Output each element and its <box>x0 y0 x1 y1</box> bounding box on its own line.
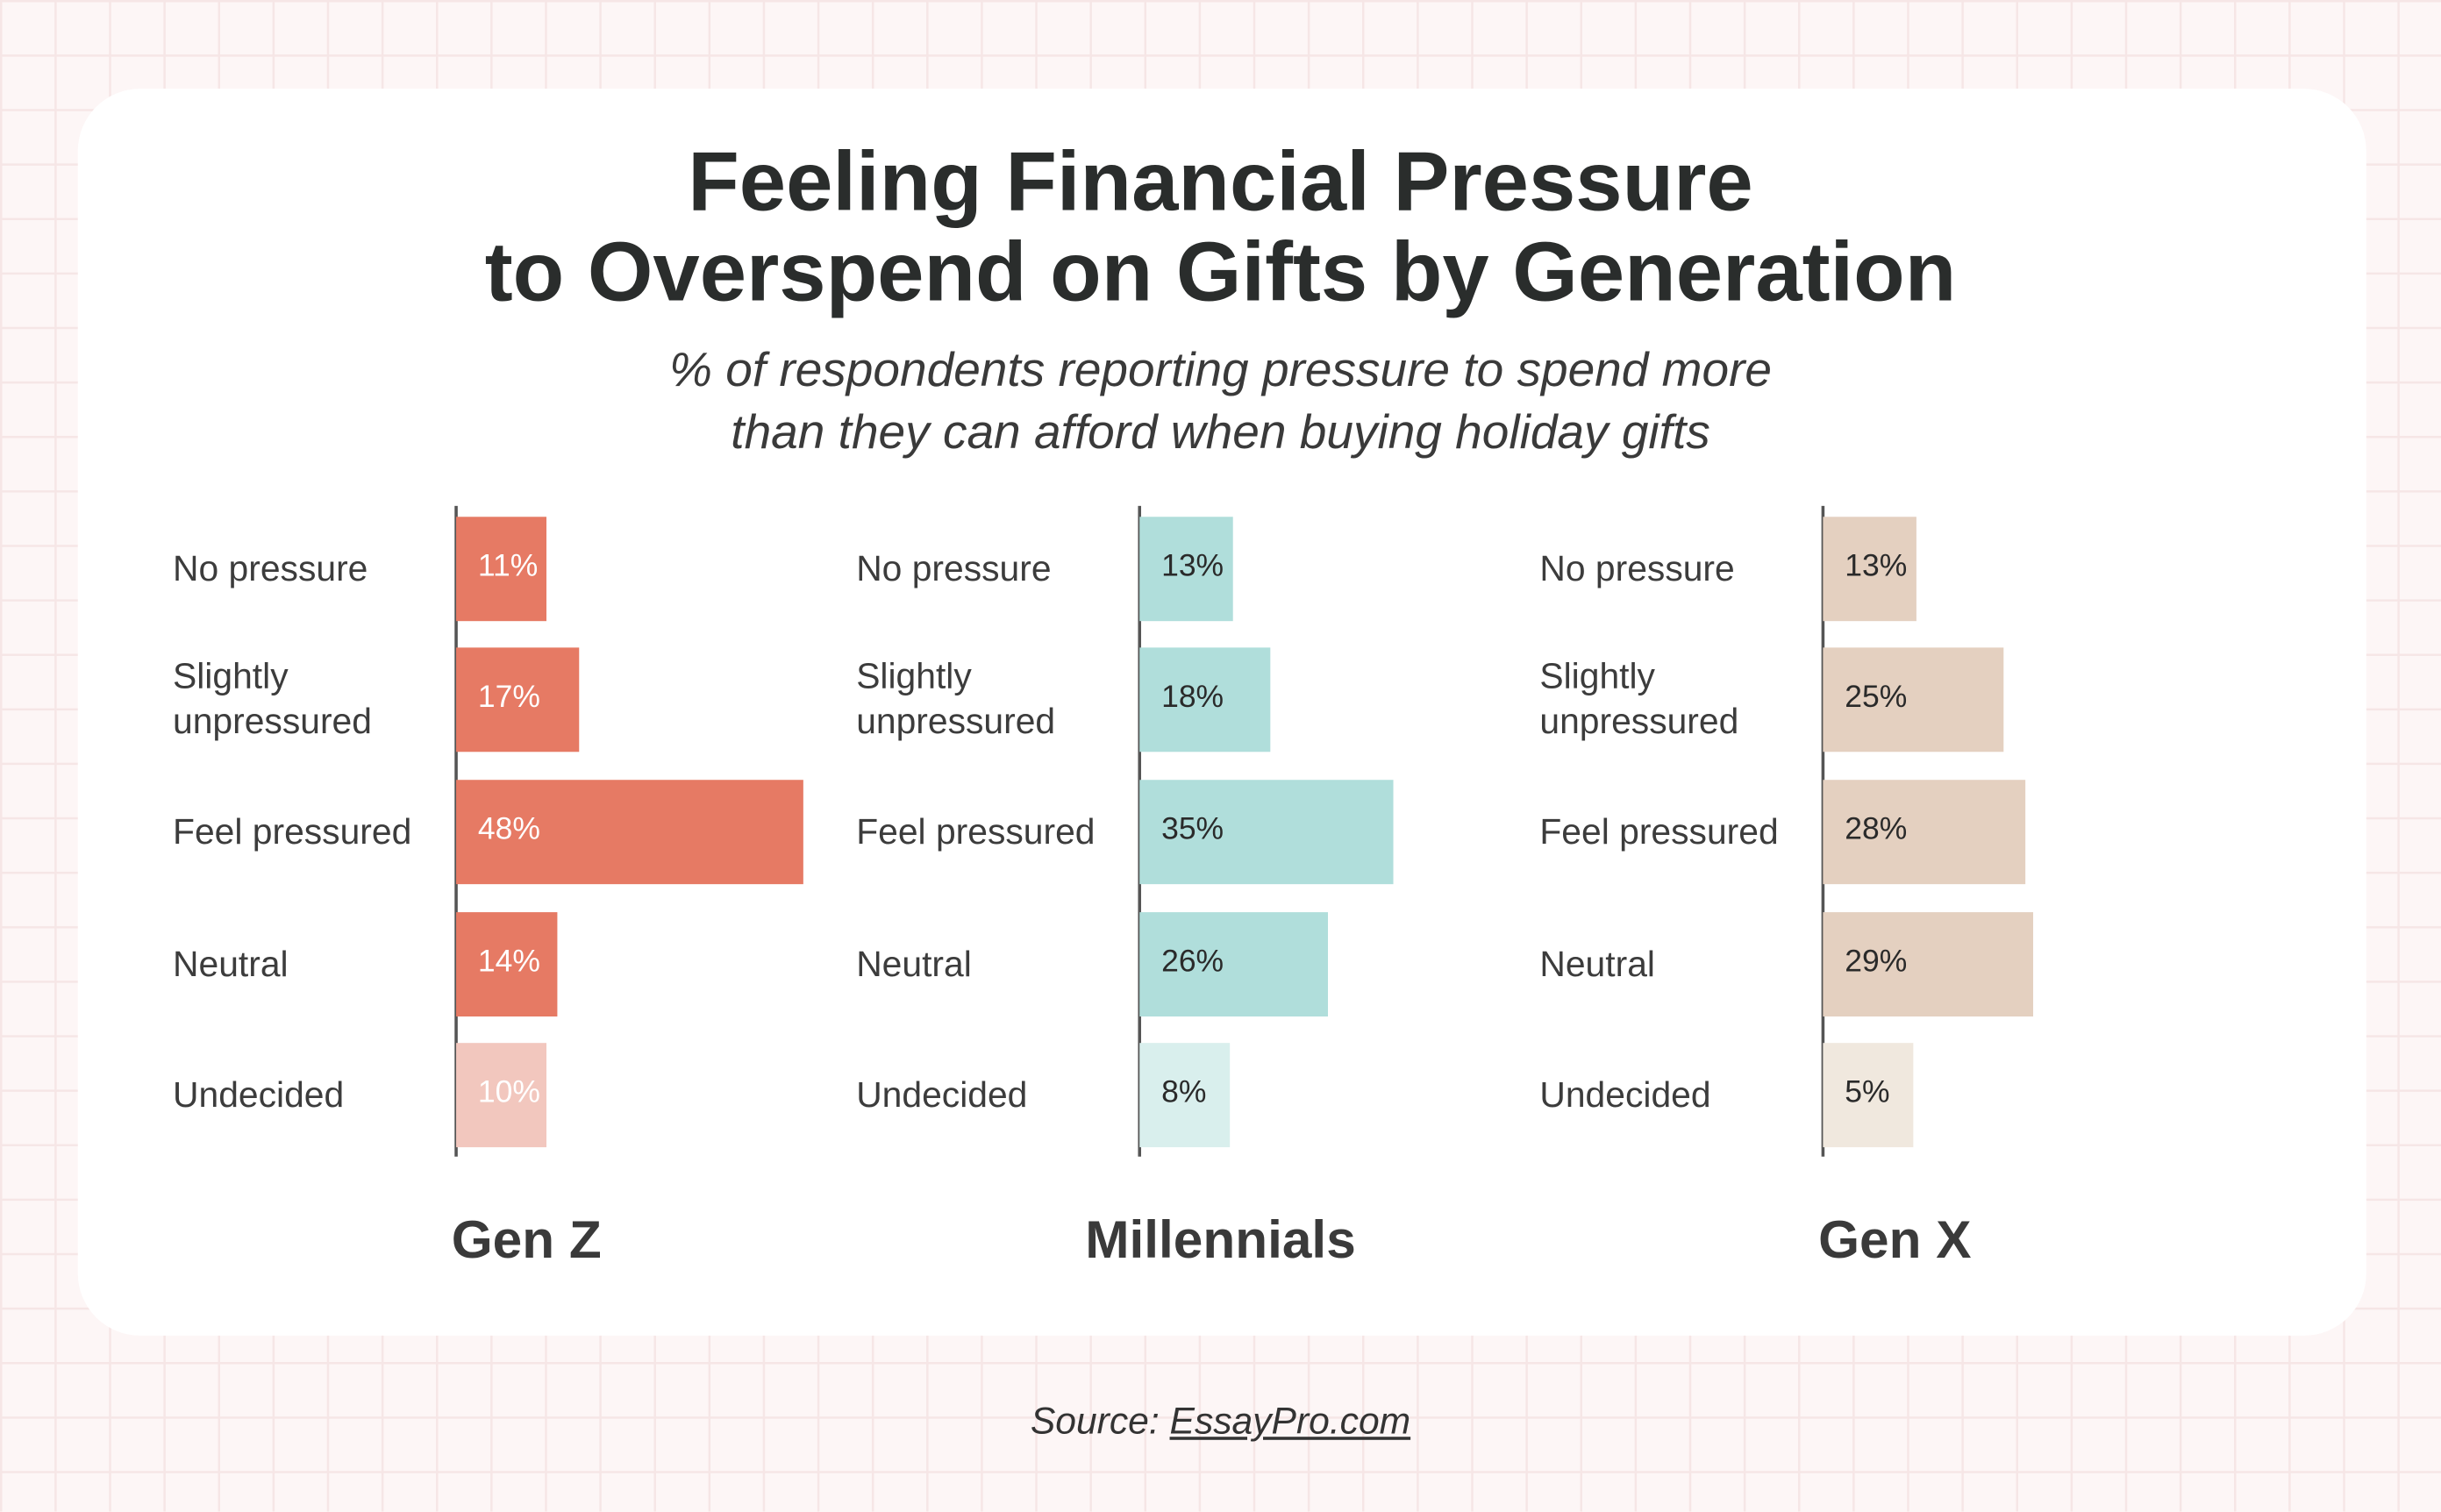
data-label: 25% <box>1845 680 1908 715</box>
category-label-line: Neutral <box>173 942 289 983</box>
bar-undecided <box>1823 1043 1914 1148</box>
subtitle-line-1: % of respondents reporting pressure to s… <box>668 342 1773 397</box>
bar-undecided <box>456 1043 546 1148</box>
category-label: Neutral <box>1539 941 1655 986</box>
category-label-line: No pressure <box>173 546 368 588</box>
category-label: No pressure <box>856 546 1051 590</box>
category-label: No pressure <box>1539 546 1734 590</box>
category-label: Neutral <box>856 941 972 986</box>
category-label-line: Neutral <box>1539 942 1655 983</box>
panel-title: Gen Z <box>451 1210 602 1271</box>
data-label: 48% <box>477 812 540 847</box>
panel-title: Millennials <box>1085 1210 1356 1271</box>
chart-subtitle: % of respondents reporting pressure to s… <box>0 339 2441 464</box>
source-prefix: Source: <box>1030 1401 1170 1444</box>
data-label: 5% <box>1845 1075 1890 1110</box>
category-label-line: Neutral <box>856 942 972 983</box>
data-label: 35% <box>1161 812 1224 847</box>
subtitle-line-2: than they can afford when buying holiday… <box>731 404 1710 460</box>
category-label: Slightly unpressured <box>1539 653 1738 744</box>
bar-neutral <box>456 912 558 1017</box>
chart-title: Feeling Financial Pressure to Overspend … <box>0 137 2441 317</box>
panel-gen-x: No pressure 13% Slightly unpressured 25% Feel… <box>1539 505 2224 1159</box>
category-label-line: No pressure <box>1539 546 1735 588</box>
source-note: Source: EssayPro.com <box>0 1401 2441 1444</box>
category-label: Feel pressured <box>856 809 1095 853</box>
data-label: 8% <box>1161 1075 1207 1110</box>
bar-no-pressure <box>1823 517 1917 622</box>
category-label: Undecided <box>173 1072 344 1116</box>
title-line-2: to Overspend on Gifts by Generation <box>484 225 1957 319</box>
category-label-line: Undecided <box>173 1073 345 1114</box>
category-label-line: Undecided <box>1539 1073 1711 1114</box>
category-label-line: Feel pressured <box>856 809 1096 851</box>
panel-gen-z: No pressure 11% Slightly unpressured 17% Feel… <box>173 505 858 1159</box>
category-label-line: No pressure <box>856 546 1052 588</box>
category-label-line: Slightly <box>856 655 972 696</box>
category-label-line: Undecided <box>856 1073 1028 1114</box>
data-label: 13% <box>1161 549 1224 584</box>
category-label-line: Feel pressured <box>173 809 412 851</box>
data-label: 10% <box>477 1075 540 1110</box>
data-label: 13% <box>1845 549 1908 584</box>
bar-slightly-unpressured <box>1823 647 2004 752</box>
category-label: Undecided <box>1539 1072 1710 1116</box>
data-label: 28% <box>1845 812 1908 847</box>
data-label: 14% <box>477 945 540 980</box>
category-label: Feel pressured <box>173 809 411 853</box>
category-label-line: Feel pressured <box>1539 809 1779 851</box>
bar-neutral <box>1823 912 2033 1017</box>
category-label: Feel pressured <box>1539 809 1778 853</box>
data-label: 18% <box>1161 680 1224 715</box>
bar-feel-pressured <box>1139 780 1394 885</box>
category-label: Slightly unpressured <box>856 653 1055 744</box>
bar-slightly-unpressured <box>1139 647 1270 752</box>
bar-feel-pressured <box>1823 780 2026 885</box>
bar-slightly-unpressured <box>456 647 580 752</box>
panel-title: Gen X <box>1818 1210 1972 1271</box>
bar-no-pressure <box>1139 517 1234 622</box>
bar-feel-pressured <box>456 780 804 885</box>
bar-no-pressure <box>456 517 546 622</box>
category-label-line: unpressured <box>856 700 1056 741</box>
data-label: 26% <box>1161 945 1224 980</box>
data-label: 11% <box>477 549 539 584</box>
data-label: 17% <box>477 680 540 715</box>
category-label-line: unpressured <box>173 700 372 741</box>
source-link[interactable]: EssayPro.com <box>1169 1401 1411 1444</box>
title-line-1: Feeling Financial Pressure <box>688 135 1753 229</box>
category-label-line: unpressured <box>1539 700 1739 741</box>
category-label: Neutral <box>173 941 289 986</box>
category-label-line: Slightly <box>1539 655 1655 696</box>
bar-neutral <box>1139 912 1328 1017</box>
bar-undecided <box>1139 1043 1231 1148</box>
data-label: 29% <box>1845 945 1908 980</box>
category-label: Slightly unpressured <box>173 653 372 744</box>
panel-millennials: No pressure 13% Slightly unpressured 18% Feel… <box>856 505 1541 1159</box>
category-label: No pressure <box>173 546 368 590</box>
category-label: Undecided <box>856 1072 1027 1116</box>
category-label-line: Slightly <box>173 655 289 696</box>
